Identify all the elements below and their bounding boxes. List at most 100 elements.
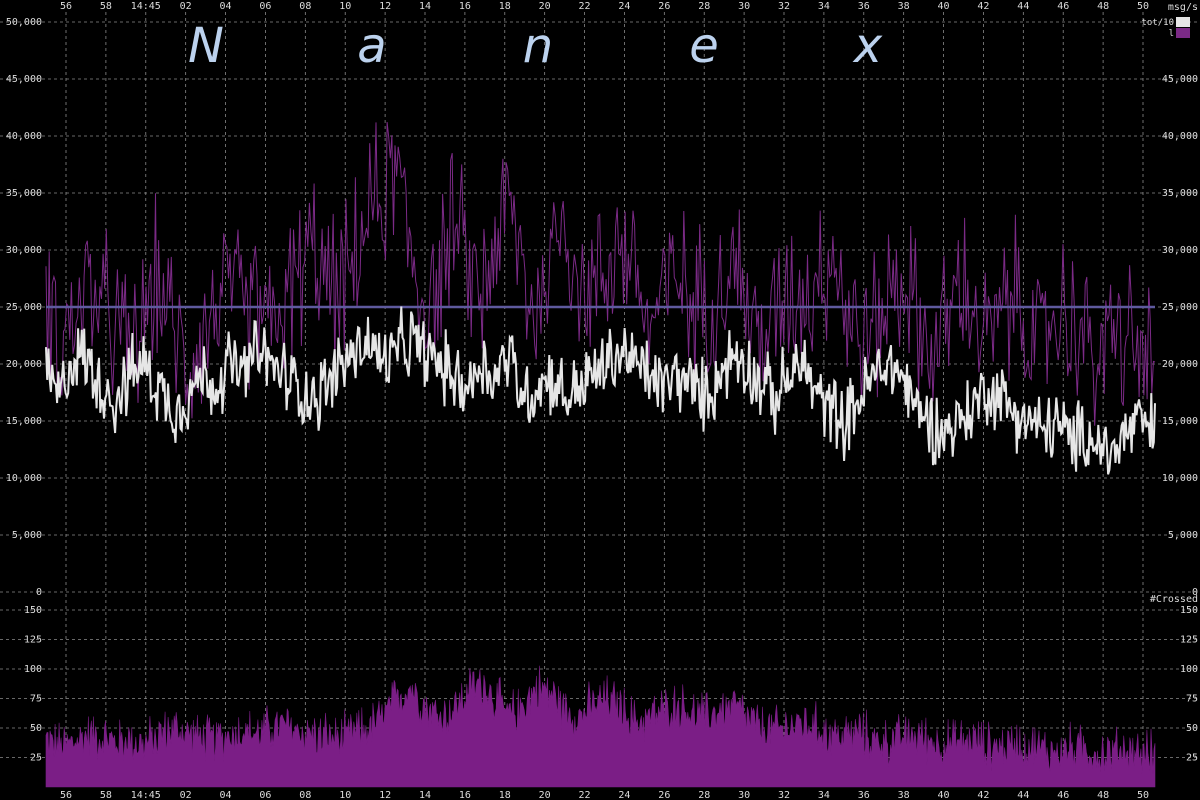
y-tick-label-right: 10,000 [1162, 473, 1198, 484]
y-tick-label-left: 45,000 [6, 74, 42, 85]
lower-y-axis-label: #Crossed [1150, 594, 1198, 605]
legend-label-level1: l [1169, 29, 1174, 39]
x-tick-label-top: 38 [898, 1, 910, 12]
x-tick-label-bottom: 26 [658, 790, 670, 800]
y-tick-label-left: 25,000 [6, 302, 42, 313]
tick-labels: 56 56 58 58 14:45 14:45 02 02 04 04 06 06 08 08 10 10 12… [6, 1, 1198, 800]
y-tick-label-left: 25 [30, 753, 42, 764]
y-tick-label-right: 40,000 [1162, 131, 1198, 142]
x-tick-label-bottom: 36 [858, 790, 870, 800]
x-tick-label-bottom: 58 [100, 790, 112, 800]
y-tick-label-left: 75 [30, 694, 42, 705]
x-tick-label-top: 30 [738, 1, 750, 12]
x-tick-label-top: 02 [180, 1, 192, 12]
x-tick-label-bottom: 48 [1097, 790, 1109, 800]
x-tick-label-top: 12 [379, 1, 391, 12]
x-tick-label-bottom: 10 [339, 790, 351, 800]
x-tick-label-top: 20 [539, 1, 551, 12]
brand-letter: N [188, 18, 224, 74]
x-tick-label-bottom: 04 [220, 790, 232, 800]
y-tick-label-right: 5,000 [1168, 530, 1198, 541]
y-tick-label-left: 50 [30, 723, 42, 734]
x-tick-label-top: 32 [778, 1, 790, 12]
x-tick-label-bottom: 18 [499, 790, 511, 800]
x-tick-label-top: 36 [858, 1, 870, 12]
legend: tot/10 l [1141, 17, 1190, 39]
x-tick-label-bottom: 12 [379, 790, 391, 800]
crossed-bars [45, 665, 1156, 788]
x-tick-label-bottom: 08 [299, 790, 311, 800]
series-lines [45, 121, 1156, 475]
x-tick-label-bottom: 50 [1137, 790, 1149, 800]
y-tick-label-right: 25,000 [1162, 302, 1198, 313]
x-tick-label-bottom: 06 [259, 790, 271, 800]
y-tick-label-left: 35,000 [6, 188, 42, 199]
grid [0, 12, 1200, 787]
x-tick-label-bottom: 02 [180, 790, 192, 800]
x-tick-label-top: 14 [419, 1, 431, 12]
x-tick-label-top: 40 [938, 1, 950, 12]
legend-label-total: tot/10 [1141, 18, 1174, 28]
x-tick-label-top: 42 [977, 1, 989, 12]
y-tick-label-left: 0 [36, 587, 42, 598]
x-tick-label-top: 28 [698, 1, 710, 12]
x-tick-label-top: 26 [658, 1, 670, 12]
brand-letter: e [689, 18, 719, 74]
brand-letter: a [357, 18, 386, 74]
y-tick-label-right: 150 [1180, 605, 1198, 616]
y-tick-label-left: 10,000 [6, 473, 42, 484]
y-tick-label-right: 20,000 [1162, 359, 1198, 370]
y-tick-label-left: 125 [24, 635, 42, 646]
y-tick-label-right: 30,000 [1162, 245, 1198, 256]
y-tick-label-left: 30,000 [6, 245, 42, 256]
x-tick-label-top: 44 [1017, 1, 1029, 12]
x-tick-label-bottom: 16 [459, 790, 471, 800]
y-tick-label-right: 35,000 [1162, 188, 1198, 199]
y-tick-label-right: 75 [1186, 694, 1198, 705]
y-tick-label-left: 150 [24, 605, 42, 616]
y-tick-label-left: 50,000 [6, 17, 42, 28]
x-tick-label-top: 48 [1097, 1, 1109, 12]
x-tick-label-bottom: 14 [419, 790, 431, 800]
legend-swatch-level1 [1176, 28, 1190, 38]
y-tick-label-right: 0 [1192, 587, 1198, 598]
y-tick-label-left: 100 [24, 664, 42, 675]
x-tick-label-top: 50 [1137, 1, 1149, 12]
upper-y-axis-label: msg/s [1168, 2, 1198, 13]
x-tick-label-bottom: 40 [938, 790, 950, 800]
x-tick-label-top: 08 [299, 1, 311, 12]
x-tick-label-bottom: 46 [1057, 790, 1069, 800]
brand-letter: n [523, 18, 553, 74]
total-series-line [45, 306, 1156, 475]
crossed-bars-area [45, 665, 1156, 788]
x-tick-label-bottom: 44 [1017, 790, 1029, 800]
y-tick-label-left: 20,000 [6, 359, 42, 370]
x-tick-label-bottom: 24 [618, 790, 630, 800]
x-tick-label-bottom: 30 [738, 790, 750, 800]
y-tick-label-right: 100 [1180, 664, 1198, 675]
y-tick-label-left: 40,000 [6, 131, 42, 142]
x-tick-label-top: 18 [499, 1, 511, 12]
x-tick-label-bottom: 32 [778, 790, 790, 800]
x-tick-label-bottom: 14:45 [131, 790, 161, 800]
x-tick-label-top: 58 [100, 1, 112, 12]
x-tick-label-top: 56 [60, 1, 72, 12]
y-tick-label-right: 15,000 [1162, 416, 1198, 427]
y-tick-label-right: 50 [1186, 723, 1198, 734]
brand-letter: x [852, 18, 883, 74]
x-tick-label-bottom: 22 [579, 790, 591, 800]
y-tick-label-right: 45,000 [1162, 74, 1198, 85]
level1-series-line [45, 121, 1156, 426]
y-tick-label-right: 25 [1186, 753, 1198, 764]
x-tick-label-top: 22 [579, 1, 591, 12]
x-tick-label-top: 14:45 [131, 1, 161, 12]
y-tick-label-left: 15,000 [6, 416, 42, 427]
x-tick-label-bottom: 38 [898, 790, 910, 800]
x-tick-label-top: 06 [259, 1, 271, 12]
y-tick-label-left: 5,000 [12, 530, 42, 541]
x-tick-label-bottom: 34 [818, 790, 830, 800]
x-tick-label-bottom: 56 [60, 790, 72, 800]
x-tick-label-top: 34 [818, 1, 830, 12]
